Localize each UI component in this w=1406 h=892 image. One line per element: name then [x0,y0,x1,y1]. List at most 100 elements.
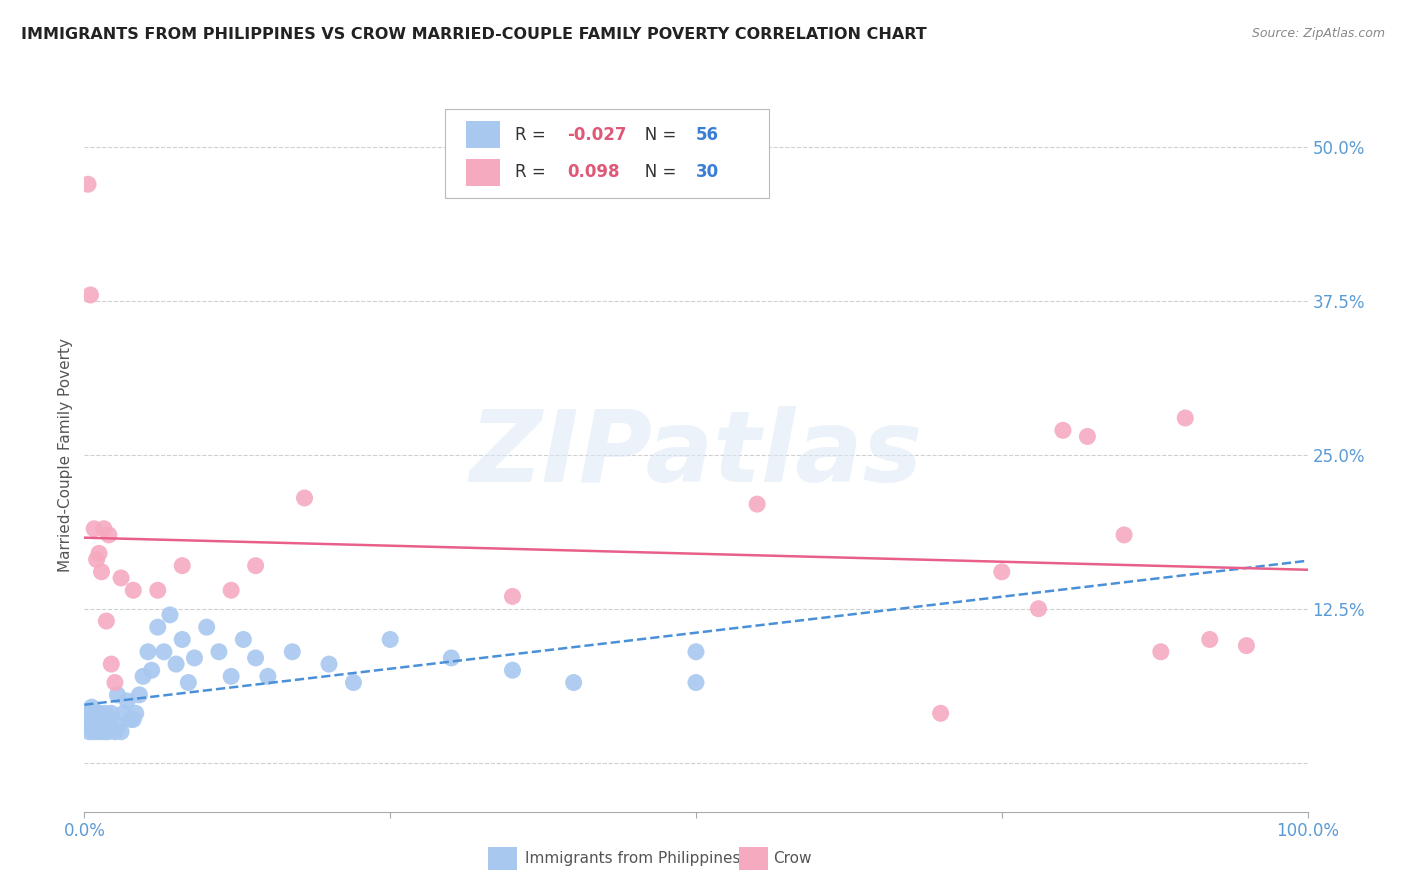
Point [98,718,121,732]
Point [83,724,105,739]
Text: 56: 56 [696,126,718,144]
Point [685,645,707,659]
Point [1052,423,1074,437]
Point [87,713,110,727]
Point [100,657,122,671]
Point [128,688,150,702]
FancyBboxPatch shape [488,847,517,870]
Point [97,713,120,727]
Point [79,288,101,302]
Point [232,632,254,647]
Point [1076,429,1098,443]
Point [91,713,114,727]
Text: ZIPatlas: ZIPatlas [470,407,922,503]
Point [79,713,101,727]
Point [1236,639,1258,653]
Point [76,718,98,732]
Point [685,675,707,690]
Point [281,645,304,659]
Point [183,651,205,665]
Point [110,724,132,739]
Point [82,718,104,732]
Text: 30: 30 [696,163,718,181]
Text: N =: N = [628,163,682,181]
Point [1150,645,1173,659]
Text: IMMIGRANTS FROM PHILIPPINES VS CROW MARRIED-COUPLE FAMILY POVERTY CORRELATION CH: IMMIGRANTS FROM PHILIPPINES VS CROW MARR… [21,27,927,42]
Point [146,583,169,598]
Text: R =: R = [515,163,557,181]
Point [90,718,112,732]
Point [80,700,103,714]
Point [132,669,155,683]
Text: Immigrants from Philippines: Immigrants from Philippines [524,851,740,865]
Text: Source: ZipAtlas.com: Source: ZipAtlas.com [1251,27,1385,40]
Point [93,724,115,739]
Point [208,645,231,659]
Text: R =: R = [515,126,551,144]
Point [87,546,110,560]
Point [84,706,107,721]
Point [112,706,135,721]
Point [115,694,138,708]
Point [172,558,194,573]
Text: -0.027: -0.027 [568,126,627,144]
Point [87,724,110,739]
Point [245,651,267,665]
Text: 0.098: 0.098 [568,163,620,181]
Point [89,706,111,721]
Point [991,565,1014,579]
Point [96,718,118,732]
Point [159,607,181,622]
Point [104,675,127,690]
FancyBboxPatch shape [446,109,769,198]
Point [929,706,952,721]
Point [1198,632,1220,647]
Point [100,706,122,721]
Point [136,645,159,659]
Point [97,724,120,739]
Point [141,663,163,677]
Point [177,675,200,690]
Y-axis label: Married-Couple Family Poverty: Married-Couple Family Poverty [58,338,73,572]
Point [245,558,267,573]
Point [195,620,218,634]
Point [747,497,769,511]
Point [153,645,176,659]
Point [90,565,112,579]
FancyBboxPatch shape [738,847,768,870]
Point [107,718,129,732]
Point [122,583,145,598]
Point [562,675,585,690]
Point [165,657,187,671]
Point [125,706,148,721]
Point [257,669,280,683]
Point [77,724,100,739]
Point [97,528,120,542]
Point [219,583,242,598]
Point [93,522,115,536]
Point [120,713,142,727]
Point [1174,411,1197,425]
Point [172,632,194,647]
Point [105,688,128,702]
Point [86,552,108,566]
Point [122,713,145,727]
Point [1028,601,1050,615]
Point [83,522,105,536]
Point [146,620,169,634]
FancyBboxPatch shape [465,121,501,148]
Point [86,718,108,732]
Point [110,571,132,585]
Text: N =: N = [628,126,682,144]
Point [1114,528,1136,542]
Point [318,657,340,671]
Point [380,632,402,647]
Point [294,491,316,505]
Point [77,706,100,721]
Point [94,706,117,721]
FancyBboxPatch shape [465,159,501,186]
Point [502,663,524,677]
Point [219,669,242,683]
Point [342,675,364,690]
Point [502,590,524,604]
